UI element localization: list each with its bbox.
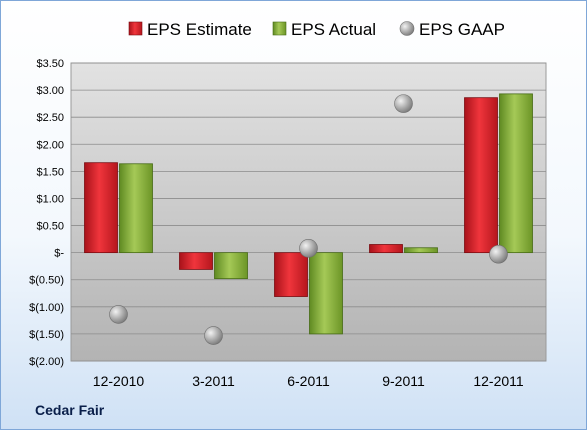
legend: EPS Estimate EPS Actual EPS GAAP [128,20,505,39]
eps-estimate-bar [84,162,118,254]
legend-swatch-actual [272,21,287,36]
y-tick-label: $2.00 [36,139,64,151]
eps-gaap-marker [394,94,413,113]
eps-estimate-bar [179,252,213,270]
eps-estimate-bar [464,97,498,254]
legend-label: EPS GAAP [419,20,505,39]
eps-actual-bar [309,252,343,335]
x-category-label: 3-2011 [192,373,235,389]
x-category-label: 12-2010 [93,373,145,389]
eps-gaap-marker [204,326,223,345]
y-tick-label: $0.50 [36,221,64,233]
eps-actual-bar [499,93,533,254]
y-tick-label: $1.00 [36,193,64,205]
x-category-label: 9-2011 [382,373,425,389]
x-category-label: 6-2011 [287,373,330,389]
plot-area: $3.50 $3.00 $2.50 $2.00 $1.50 $1.00 $0.50 $- $(0… [29,58,547,389]
eps-actual-bar [404,247,438,254]
eps-estimate-bar [274,252,308,297]
y-tick-label: $(1.00) [29,302,64,314]
eps-gaap-marker [299,239,318,258]
x-category-label: 12-2011 [473,373,524,389]
y-tick-label: $3.00 [36,85,64,97]
legend-label: EPS Actual [291,20,376,39]
company-name: Cedar Fair [35,402,105,418]
y-tick-label: $2.50 [36,112,64,124]
legend-swatch-gaap [399,21,415,36]
eps-gaap-marker [489,244,508,264]
eps-gaap-marker [109,305,128,324]
legend-label: EPS Estimate [147,20,252,39]
legend-swatch-estimate [128,21,143,36]
y-tick-label: $3.50 [36,58,64,70]
eps-actual-bar [214,252,248,280]
eps-actual-bar [119,163,153,254]
y-tick-label: $1.50 [36,166,64,178]
eps-estimate-bar [369,244,403,254]
y-tick-label: $- [54,248,64,260]
y-tick-label: $(0.50) [29,275,64,287]
y-tick-label: $(2.00) [29,356,64,368]
y-tick-label: $(1.50) [29,329,64,341]
